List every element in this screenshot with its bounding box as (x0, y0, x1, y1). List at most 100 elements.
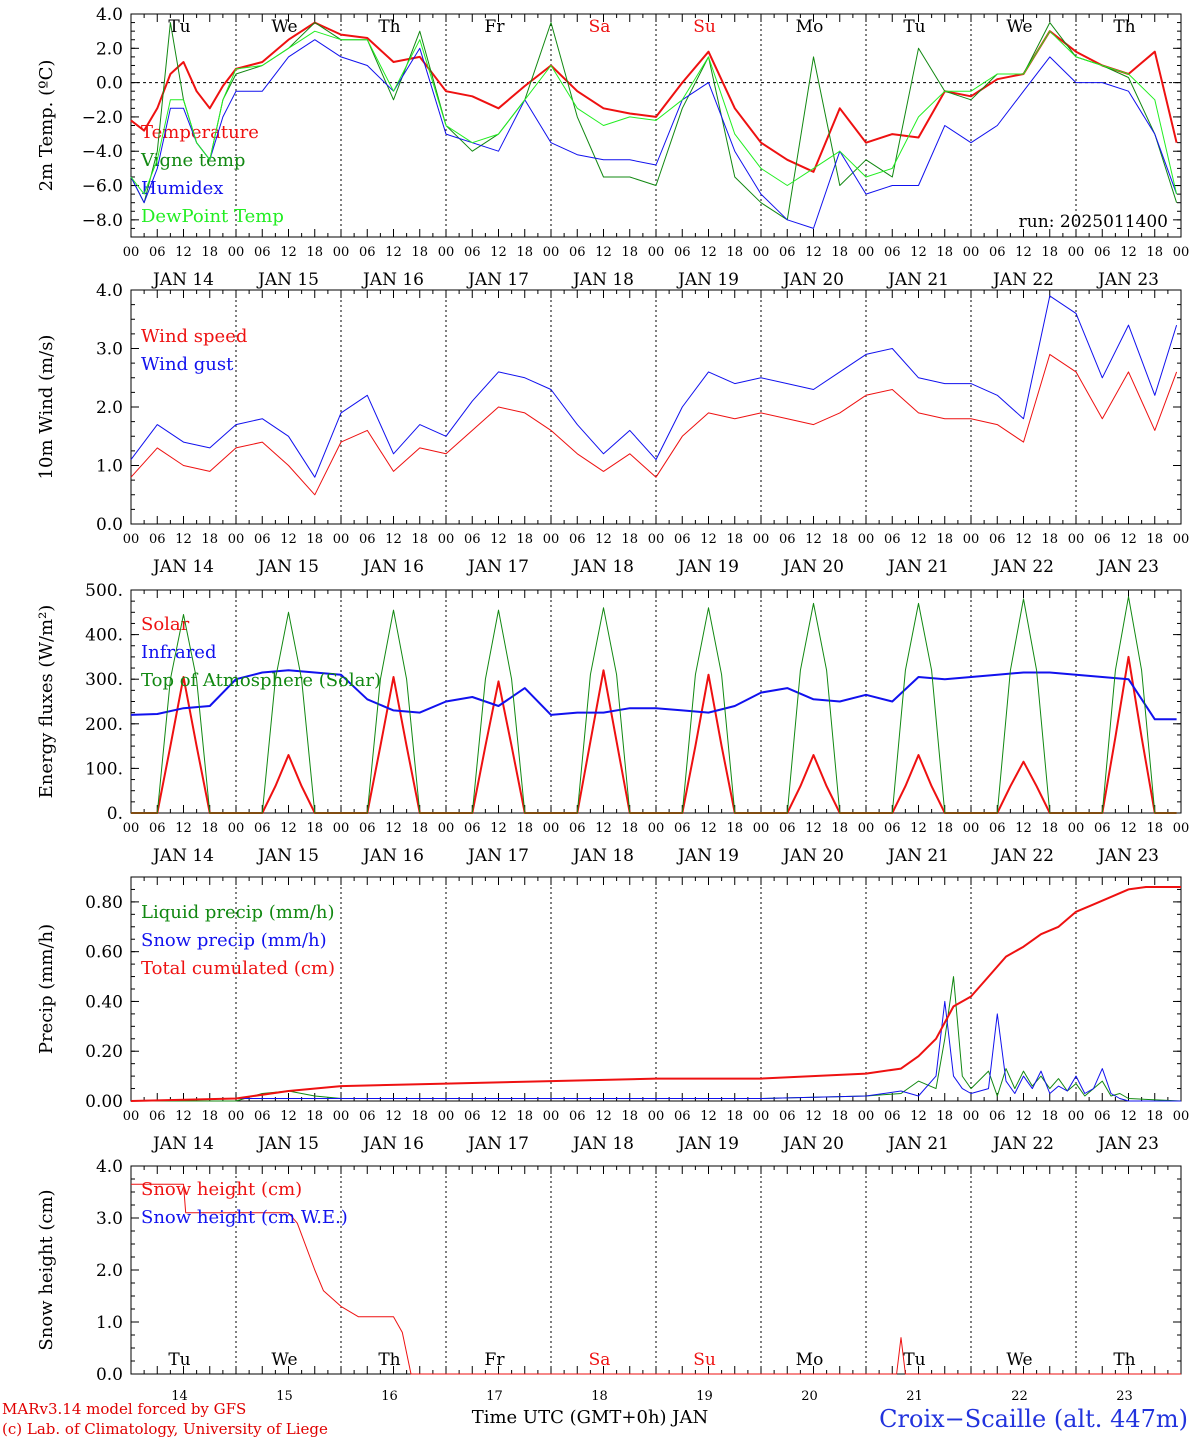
panel-5-weekday-label: Mo (796, 1350, 824, 1370)
panel-3-hour-label: 18 (726, 821, 743, 836)
panel-1-hour-label: 06 (1094, 245, 1111, 260)
panel-1-hour-label: 18 (1146, 245, 1163, 260)
panel-4-hour-label: 18 (306, 1109, 323, 1124)
panel-1-legend-3: Humidex (141, 178, 223, 199)
panel-1-hour-label: 18 (726, 245, 743, 260)
panel-1-hour-label: 06 (989, 245, 1006, 260)
panel-4-hour-label: 12 (175, 1109, 192, 1124)
panel-4-ytick-label: 0.80 (85, 893, 123, 913)
panel-2-hour-label: 00 (858, 532, 875, 547)
panel-2-hour-label: 12 (805, 532, 822, 547)
panel-3-hour-label: 00 (543, 821, 560, 836)
panel-4-hour-label: 12 (700, 1109, 717, 1124)
panel-4-hour-label: 00 (1068, 1109, 1085, 1124)
panel-1-ytick-label: 2.0 (96, 39, 123, 59)
panel-1-weekday-label: Tu (903, 17, 925, 37)
panel-2-ytick-label: 2.0 (96, 398, 123, 418)
panel-1-date-label: JAN 21 (886, 270, 949, 290)
panel-5-ytick-label: 3.0 (96, 1209, 123, 1229)
panel-1-hour-label: 00 (333, 245, 350, 260)
panel-4-hour-label: 12 (910, 1109, 927, 1124)
panel-1-ytick-label: −2.0 (82, 108, 123, 128)
panel-2-hour-label: 18 (516, 532, 533, 547)
panel-2-hour-label: 06 (254, 532, 271, 547)
panel-1-hour-label: 00 (963, 245, 980, 260)
panel-1-date-label: JAN 22 (991, 270, 1054, 290)
panel-2-hour-label: 06 (1094, 532, 1111, 547)
panel-1-hour-label: 18 (201, 245, 218, 260)
panel-4-hour-label: 06 (989, 1109, 1006, 1124)
panel-3-hour-label: 18 (936, 821, 953, 836)
panel-4-series-3 (130, 886, 1181, 1102)
panel-3-ytick-label: 100. (85, 759, 123, 779)
panel-3-hour-label: 00 (1173, 821, 1190, 836)
panel-3-hour-label: 00 (648, 821, 665, 836)
panel-3-hour-label: 06 (569, 821, 586, 836)
credit-line-2: (c) Lab. of Climatology, University of L… (2, 1420, 328, 1438)
panel-4-date-label: JAN 18 (571, 1134, 634, 1154)
panel-2-hour-label: 00 (963, 532, 980, 547)
panel-2-date-label: JAN 16 (361, 557, 424, 577)
panel-4-hour-label: 06 (779, 1109, 796, 1124)
panel-3-hour-label: 12 (490, 821, 507, 836)
panel-4-ylabel: Precip (mm/h) (36, 924, 57, 1054)
panel-4-hour-label: 06 (464, 1109, 481, 1124)
panel-4-hour-label: 18 (1041, 1109, 1058, 1124)
panel-1-series-4 (130, 30, 1178, 195)
panel-4-date-label: JAN 16 (361, 1134, 424, 1154)
panel-4-hour-label: 06 (359, 1109, 376, 1124)
panel-1-date-label: JAN 17 (466, 270, 529, 290)
panel-1-date-label: JAN 18 (571, 270, 634, 290)
panel-3-hour-label: 12 (175, 821, 192, 836)
panel-2-hour-label: 18 (936, 532, 953, 547)
panel-1-weekday-label: Th (1113, 17, 1135, 37)
panel-1-weekday-label: Mo (796, 17, 824, 37)
panel-1-weekday-label: Tu (168, 17, 190, 37)
panel-2-hour-label: 12 (490, 532, 507, 547)
panel-2-ytick-label: 1.0 (96, 457, 123, 477)
panel-3-date-label: JAN 14 (151, 846, 214, 866)
panel-3-hour-label: 00 (753, 821, 770, 836)
panel-1-date-label: JAN 16 (361, 270, 424, 290)
panel-5-day-number: 19 (696, 1389, 713, 1404)
run-label: run: 2025011400 (1019, 212, 1168, 232)
panel-5-weekday-label: Tu (168, 1350, 190, 1370)
panel-3-hour-label: 18 (831, 821, 848, 836)
panel-1-hour-label: 12 (595, 245, 612, 260)
panel-5-ytick-label: 1.0 (96, 1313, 123, 1333)
panel-5-day-number: 15 (276, 1389, 293, 1404)
panel-2-hour-label: 12 (385, 532, 402, 547)
panel-2-date-label: JAN 15 (256, 557, 319, 577)
panel-4-date-label: JAN 21 (886, 1134, 949, 1154)
panel-4-hour-label: 18 (516, 1109, 533, 1124)
panel-2-ytick-label: 4.0 (96, 281, 123, 301)
panel-4-hour-label: 12 (280, 1109, 297, 1124)
panel-3-hour-label: 00 (123, 821, 140, 836)
panel-3-hour-label: 06 (779, 821, 796, 836)
panel-1-hour-label: 12 (910, 245, 927, 260)
panel-4-date-label: JAN 19 (676, 1134, 739, 1154)
panel-3-hour-label: 00 (1068, 821, 1085, 836)
panel-3-date-label: JAN 21 (886, 846, 949, 866)
panel-2-date-label: JAN 22 (991, 557, 1054, 577)
panel-1-hour-label: 06 (359, 245, 376, 260)
panel-1-series-3 (130, 39, 1178, 229)
panel-5-legend-1: Snow height (cm) (141, 1179, 302, 1200)
panel-5-ytick-label: 0.0 (96, 1365, 123, 1385)
panel-4-hour-label: 00 (1173, 1109, 1190, 1124)
panel-4-hour-label: 12 (805, 1109, 822, 1124)
panel-3-hour-label: 18 (306, 821, 323, 836)
panel-4-hour-label: 18 (726, 1109, 743, 1124)
panel-4-legend-1: Liquid precip (mm/h) (141, 902, 335, 923)
panel-5-day-number: 17 (486, 1389, 503, 1404)
panel-1-date-label: JAN 23 (1096, 270, 1159, 290)
panel-1-weekday-label: Su (693, 17, 716, 37)
panel-4-date-label: JAN 14 (151, 1134, 214, 1154)
panel-3-date-label: JAN 19 (676, 846, 739, 866)
panel-1-hour-label: 18 (1041, 245, 1058, 260)
panel-1-hour-label: 18 (516, 245, 533, 260)
panel-5-day-number: 23 (1116, 1389, 1133, 1404)
panel-1-hour-label: 18 (621, 245, 638, 260)
panel-1-ytick-label: −4.0 (82, 142, 123, 162)
panel-1-hour-label: 00 (228, 245, 245, 260)
